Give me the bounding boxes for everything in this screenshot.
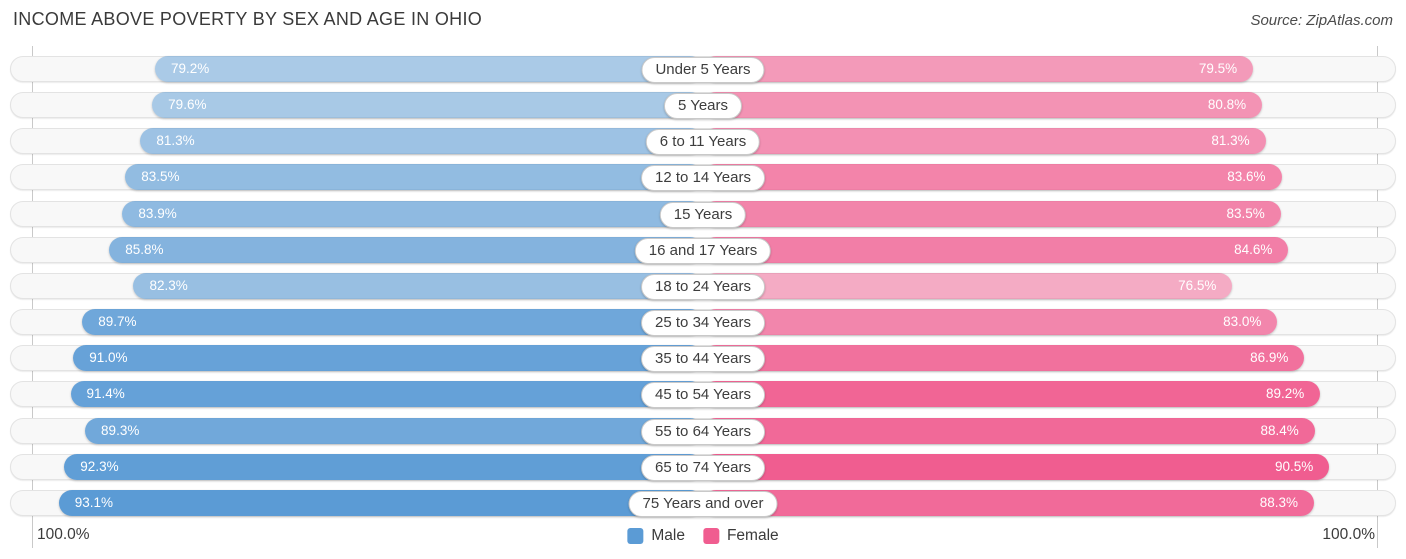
age-group-label: 65 to 74 Years bbox=[641, 454, 765, 481]
right-axis-max-label: 100.0% bbox=[1322, 526, 1375, 543]
age-group-label: 45 to 54 Years bbox=[641, 382, 765, 409]
male-bar: 83.9% bbox=[122, 200, 703, 227]
chart-row: 93.1% 88.3% 75 Years and over bbox=[10, 489, 1396, 517]
age-group-label: 6 to 11 Years bbox=[645, 129, 761, 156]
male-bar: 81.3% bbox=[140, 128, 703, 155]
male-bar: 89.3% bbox=[85, 417, 703, 444]
age-group-label: 55 to 64 Years bbox=[641, 418, 765, 445]
male-bar: 79.6% bbox=[152, 92, 703, 119]
age-group-label: 75 Years and over bbox=[628, 490, 778, 517]
male-bar-value: 93.1% bbox=[74, 494, 114, 510]
chart-row: 82.3% 76.5% 18 to 24 Years bbox=[10, 272, 1396, 300]
female-bar-value: 80.8% bbox=[1207, 97, 1247, 113]
chart-row: 91.0% 86.9% 35 to 44 Years bbox=[10, 345, 1396, 373]
female-legend-label: Female bbox=[726, 527, 779, 544]
chart-row: 89.7% 83.0% 25 to 34 Years bbox=[10, 309, 1396, 337]
female-legend-swatch bbox=[702, 528, 719, 544]
female-bar-value: 88.3% bbox=[1259, 494, 1299, 510]
female-bar: 88.3% bbox=[703, 489, 1315, 516]
female-bar-value: 76.5% bbox=[1178, 277, 1217, 293]
male-legend-label: Male bbox=[651, 527, 685, 544]
male-bar-value: 83.5% bbox=[141, 169, 180, 185]
chart-row: 89.3% 88.4% 55 to 64 Years bbox=[10, 417, 1396, 445]
female-bar: 83.0% bbox=[703, 309, 1278, 336]
age-group-label: 5 Years bbox=[663, 93, 743, 120]
female-bar: 83.5% bbox=[703, 200, 1281, 227]
age-group-label: 25 to 34 Years bbox=[641, 310, 765, 337]
male-bar-value: 91.4% bbox=[86, 386, 125, 402]
age-group-label: Under 5 Years bbox=[641, 57, 765, 83]
age-group-label: 16 and 17 Years bbox=[634, 237, 772, 264]
male-bar: 83.5% bbox=[125, 164, 703, 191]
male-bar: 93.1% bbox=[58, 489, 703, 516]
male-bar: 82.3% bbox=[133, 272, 703, 299]
male-bar: 92.3% bbox=[64, 453, 703, 480]
left-axis-max-label: 100.0% bbox=[37, 526, 90, 543]
source-attribution: Source: ZipAtlas.com bbox=[1250, 12, 1393, 29]
female-bar-value: 86.9% bbox=[1250, 350, 1289, 366]
male-bar: 89.7% bbox=[82, 309, 703, 336]
female-bar: 88.4% bbox=[703, 417, 1315, 444]
chart-row: 91.4% 89.2% 45 to 54 Years bbox=[10, 381, 1396, 409]
female-bar-value: 79.5% bbox=[1198, 61, 1238, 76]
female-bar-value: 84.6% bbox=[1234, 241, 1273, 257]
male-bar-value: 85.8% bbox=[125, 241, 164, 257]
male-bar-value: 89.7% bbox=[98, 314, 137, 330]
female-bar-value: 90.5% bbox=[1274, 458, 1314, 474]
female-bar: 81.3% bbox=[703, 128, 1266, 155]
age-group-label: 12 to 14 Years bbox=[641, 165, 765, 192]
age-group-label: 18 to 24 Years bbox=[641, 273, 765, 300]
female-bar-value: 88.4% bbox=[1260, 422, 1299, 438]
female-bar-value: 81.3% bbox=[1211, 133, 1250, 149]
female-bar-value: 89.2% bbox=[1265, 386, 1305, 402]
legend-item-female: Female bbox=[702, 527, 779, 545]
chart-footer: 100.0% Male Female 100.0% bbox=[10, 524, 1396, 548]
female-bar-value: 83.0% bbox=[1223, 314, 1262, 330]
male-bar-value: 79.2% bbox=[170, 61, 210, 76]
age-group-label: 35 to 44 Years bbox=[641, 346, 765, 373]
male-bar: 91.0% bbox=[73, 345, 703, 372]
female-bar: 83.6% bbox=[703, 164, 1282, 191]
chart-row: 83.9% 83.5% 15 Years bbox=[10, 200, 1396, 228]
legend: Male Female bbox=[627, 524, 779, 548]
chart-row: 79.2% 79.5% Under 5 Years bbox=[10, 56, 1396, 83]
female-bar: 86.9% bbox=[703, 345, 1305, 372]
chart-row: 83.5% 83.6% 12 to 14 Years bbox=[10, 164, 1396, 192]
female-bar: 89.2% bbox=[703, 381, 1321, 408]
female-bar: 76.5% bbox=[703, 272, 1233, 299]
male-bar-value: 82.3% bbox=[149, 277, 188, 293]
chart-row: 81.3% 81.3% 6 to 11 Years bbox=[10, 128, 1396, 156]
male-bar-value: 79.6% bbox=[168, 97, 207, 113]
chart-row: 92.3% 90.5% 65 to 74 Years bbox=[10, 453, 1396, 481]
male-bar-value: 81.3% bbox=[156, 133, 195, 149]
male-bar: 79.2% bbox=[154, 56, 703, 82]
female-bar: 79.5% bbox=[703, 56, 1254, 82]
page-title: INCOME ABOVE POVERTY BY SEX AND AGE IN O… bbox=[13, 9, 483, 29]
female-bar: 90.5% bbox=[703, 453, 1330, 480]
male-legend-swatch bbox=[627, 528, 644, 544]
male-bar: 91.4% bbox=[70, 381, 703, 408]
female-bar: 80.8% bbox=[703, 92, 1263, 119]
male-bar-value: 92.3% bbox=[80, 458, 119, 474]
age-group-label: 15 Years bbox=[659, 201, 747, 228]
legend-item-male: Male bbox=[627, 527, 685, 545]
male-bar-value: 91.0% bbox=[89, 350, 128, 366]
chart-rows: 79.2% 79.5% Under 5 Years 79.6% 80.8% 5 Years… bbox=[10, 56, 1396, 517]
female-bar-value: 83.5% bbox=[1226, 205, 1265, 221]
male-bar-value: 89.3% bbox=[101, 422, 140, 438]
chart-row: 85.8% 84.6% 16 and 17 Years bbox=[10, 236, 1396, 264]
male-bar: 85.8% bbox=[109, 236, 703, 263]
female-bar-value: 83.6% bbox=[1227, 169, 1266, 185]
male-bar-value: 83.9% bbox=[138, 205, 177, 221]
female-bar: 84.6% bbox=[703, 236, 1289, 263]
chart-row: 79.6% 80.8% 5 Years bbox=[10, 92, 1396, 120]
